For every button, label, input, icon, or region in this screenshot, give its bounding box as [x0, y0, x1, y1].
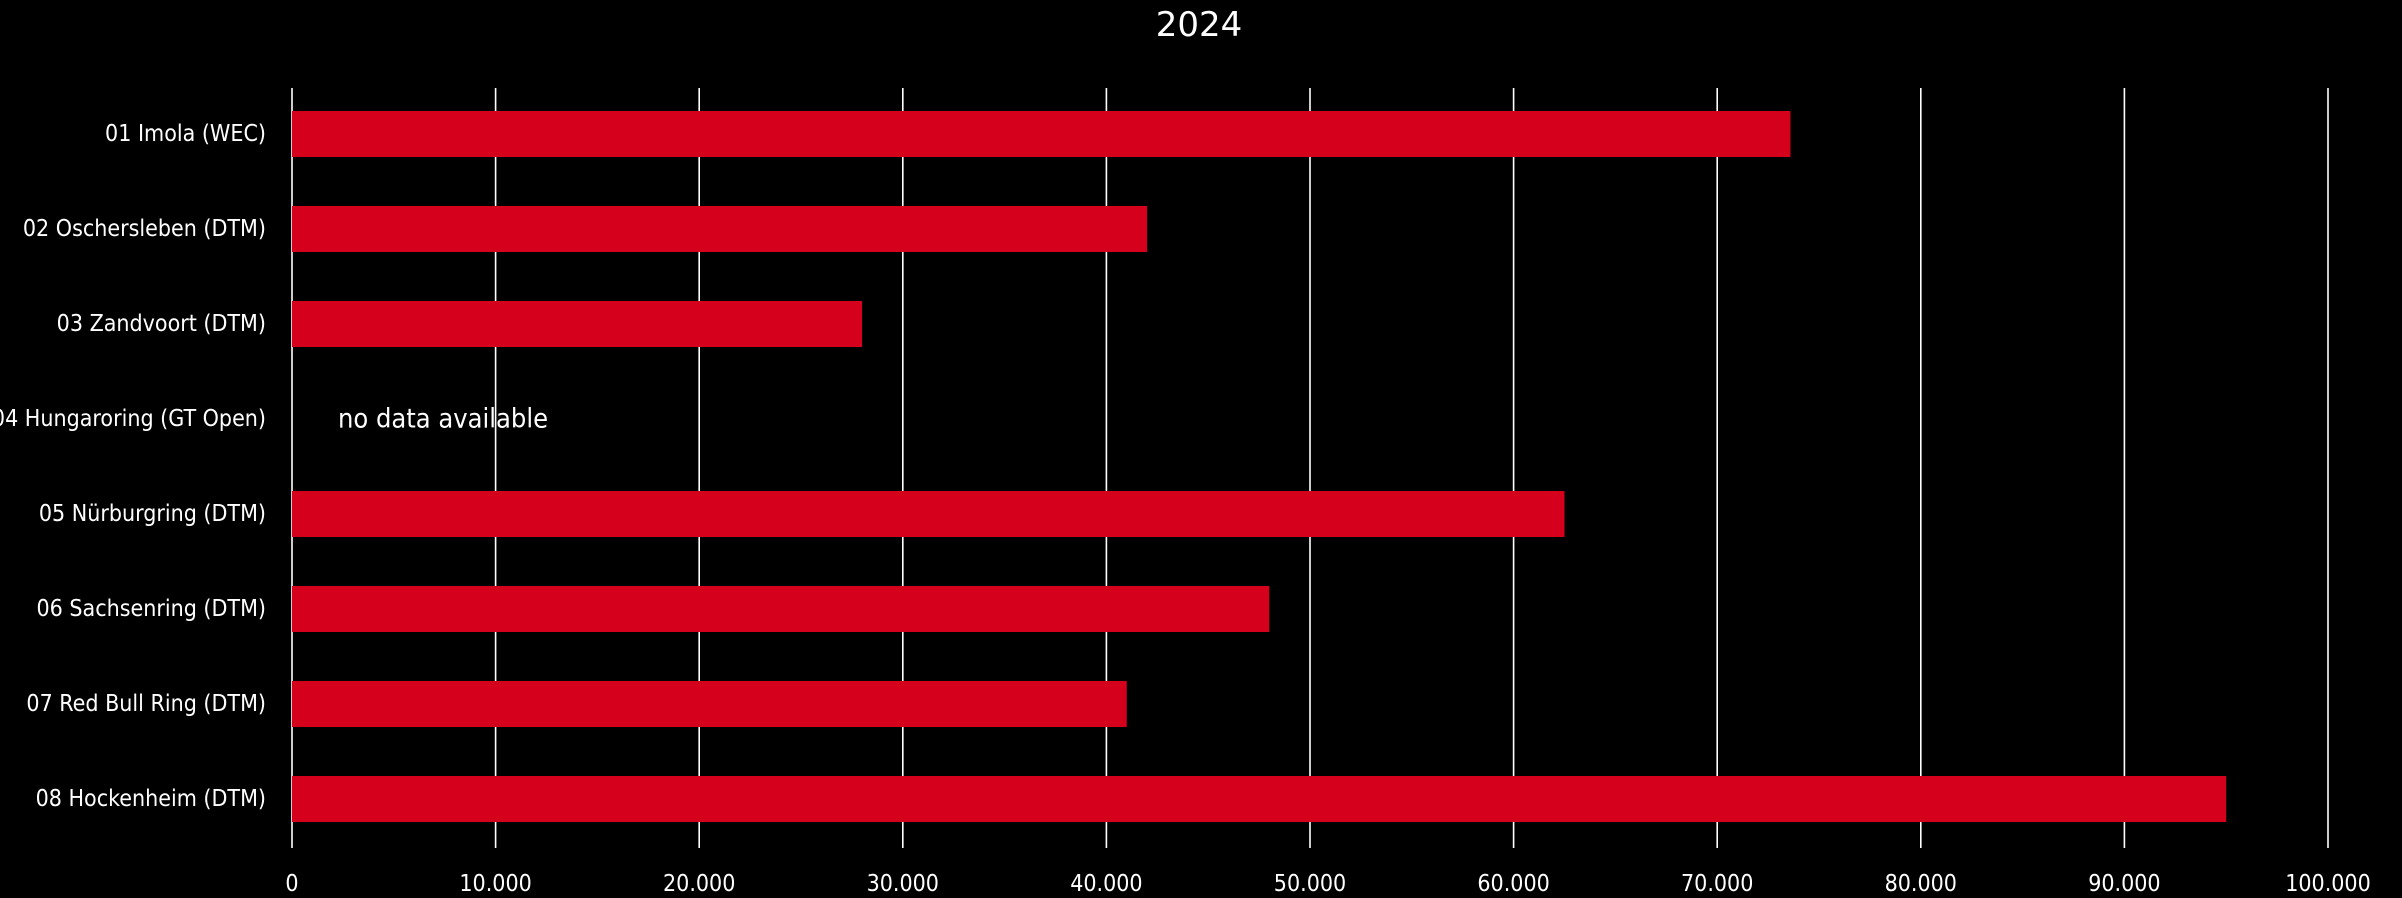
chart-title: 2024 [1156, 5, 1243, 45]
category-label: 02 Oschersleben (DTM) [23, 216, 266, 242]
x-tick-label: 30.000 [867, 871, 939, 894]
x-tick-label: 90.000 [2088, 871, 2160, 894]
category-label: 05 Nürburgring (DTM) [39, 501, 266, 527]
x-tick-label: 50.000 [1274, 871, 1346, 894]
annotations: no data available [338, 404, 548, 435]
bar [292, 491, 1565, 537]
gridlines [291, 88, 2329, 848]
bar [292, 776, 2227, 822]
bars [292, 111, 2227, 822]
bar [292, 111, 1791, 157]
bar [292, 206, 1148, 252]
category-label: 06 Sachsenring (DTM) [37, 596, 267, 622]
x-tick-label: 70.000 [1681, 871, 1753, 894]
x-tick-label: 100.000 [2285, 871, 2371, 894]
x-tick-label: 80.000 [1885, 871, 1957, 894]
x-tick-label: 20.000 [663, 871, 735, 894]
x-tick-label: 40.000 [1070, 871, 1142, 894]
category-label: 03 Zandvoort (DTM) [57, 311, 266, 337]
no-data-annotation: no data available [338, 404, 548, 435]
bar [292, 301, 863, 347]
category-labels: 01 Imola (WEC) 02 Oschersleben (DTM) 03 Za… [0, 121, 266, 812]
x-axis-tick-labels: 0 10.000 20.000 30.000 40.000 50.000 60.000 70.… [285, 871, 2371, 897]
x-tick-label: 0 [285, 871, 298, 894]
x-tick-label: 60.000 [1477, 871, 1549, 894]
bar [292, 681, 1127, 727]
category-label: 07 Red Bull Ring (DTM) [26, 691, 266, 717]
category-label: 08 Hockenheim (DTM) [36, 786, 266, 812]
category-label: 01 Imola (WEC) [105, 121, 266, 147]
category-label: 04 Hungaroring (GT Open) [0, 406, 266, 432]
bar [292, 586, 1270, 632]
x-tick-label: 10.000 [459, 871, 531, 894]
